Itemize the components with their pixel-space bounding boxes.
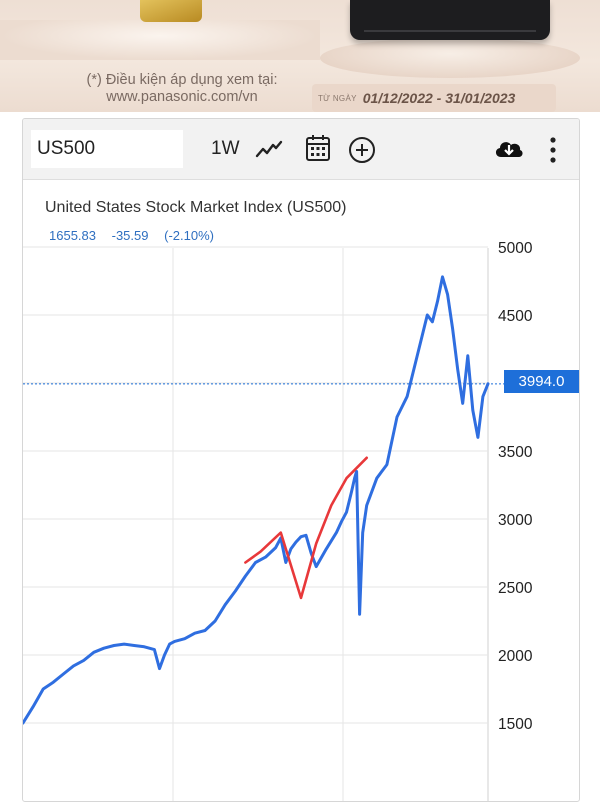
download-icon[interactable] <box>493 137 525 166</box>
quote-price: 1655.83 <box>49 228 96 243</box>
quote-summary: 1655.83 -35.59 (-2.10%) <box>49 228 226 243</box>
y-tick-label: 4500 <box>498 308 533 325</box>
price-chart[interactable]: 1500 2000 2500 3000 3500 4500 5000 <box>23 180 579 801</box>
chart-widget: 1W <box>22 118 580 802</box>
price-series-line <box>23 275 490 725</box>
ad-display-stand <box>0 20 320 60</box>
add-indicator-icon[interactable] <box>348 136 376 169</box>
calendar-icon[interactable] <box>305 134 331 167</box>
ad-terms-note: (*) Điều kiện áp dụng xem tại: www.panas… <box>52 72 312 106</box>
timeframe-button[interactable]: 1W <box>211 138 240 159</box>
line-chart-icon[interactable] <box>255 138 283 165</box>
ad-date-prefix: TỪ NGÀY <box>318 93 357 103</box>
y-tick-label: 2000 <box>498 648 533 665</box>
symbol-input[interactable] <box>31 130 183 168</box>
y-tick-label: 1500 <box>498 716 533 733</box>
ad-promo-dates: TỪ NGÀY 01/12/2022 - 31/01/2023 <box>312 84 556 112</box>
y-tick-label: 3000 <box>498 512 533 529</box>
ad-banner[interactable]: (*) Điều kiện áp dụng xem tại: www.panas… <box>0 0 600 112</box>
y-tick-label: 5000 <box>498 240 533 257</box>
quote-change: -35.59 <box>111 228 149 243</box>
ad-date-range: 01/12/2022 - 31/01/2023 <box>362 90 516 106</box>
ad-product-image <box>350 0 550 40</box>
chart-toolbar: 1W <box>23 119 579 180</box>
ad-terms-link[interactable]: www.panasonic.com/vn <box>106 89 258 105</box>
annotation-line <box>244 456 369 600</box>
ad-pedestal <box>320 38 580 78</box>
chart-area[interactable]: United States Stock Market Index (US500)… <box>23 180 579 801</box>
y-tick-label: 3500 <box>498 444 533 461</box>
quote-change-pct: (-2.10%) <box>164 228 214 243</box>
more-options-icon[interactable] <box>549 136 557 169</box>
y-tick-label: 2500 <box>498 580 533 597</box>
chart-title: United States Stock Market Index (US500) <box>45 199 347 216</box>
ad-gold-ornament <box>140 0 202 22</box>
ad-terms-line: (*) Điều kiện áp dụng xem tại: <box>86 72 278 88</box>
current-price-label: 3994.0 <box>504 370 579 393</box>
